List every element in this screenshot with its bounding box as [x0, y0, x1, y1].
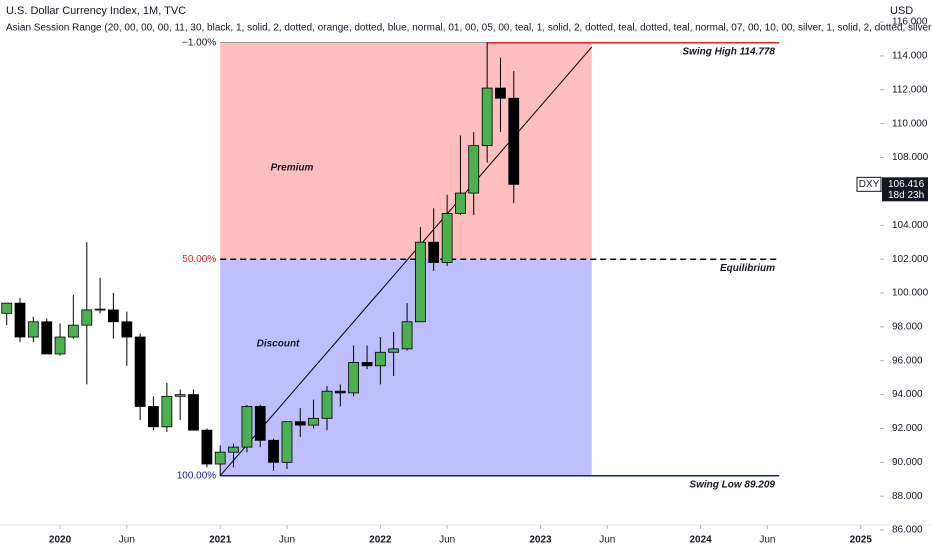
- candle-body: [188, 394, 199, 431]
- equilibrium-label: Equilibrium: [720, 263, 775, 274]
- premium-label: Premium: [271, 163, 314, 174]
- trendline: [219, 46, 593, 477]
- y-tick-label: 110.000: [892, 118, 928, 129]
- candle-body: [294, 421, 306, 426]
- candle-body: [508, 97, 520, 185]
- candle-body: [67, 324, 79, 338]
- pct-label: 100.00%: [177, 470, 217, 481]
- y-tick-label: 90.000: [892, 457, 923, 468]
- candle-body: [481, 87, 493, 147]
- y-tick-label: 100.000: [892, 288, 929, 299]
- y-tick-label: 92.000: [892, 423, 923, 434]
- symbol: DXY: [859, 179, 880, 190]
- candle-body: [321, 390, 333, 419]
- candle-body: [388, 348, 400, 353]
- candle-body: [201, 429, 213, 465]
- candle-body: [455, 192, 466, 214]
- candle-body: [308, 417, 319, 426]
- candle-body: [107, 309, 119, 323]
- x-tick-label: Jun: [279, 535, 295, 546]
- x-tick-label: 2023: [529, 535, 552, 546]
- candle-body: [334, 390, 346, 394]
- candle-body: [228, 446, 239, 453]
- x-tick-label: 2021: [209, 535, 232, 546]
- symbol-box: [856, 176, 882, 192]
- candle-body: [121, 321, 133, 338]
- price-label: 106.416: [888, 179, 925, 190]
- indicator-text: Asian Session Range (20, 00, 00, 00, 11,…: [6, 23, 932, 34]
- x-tick-label: Jun: [119, 535, 135, 546]
- candle-body: [148, 406, 159, 428]
- countdown: 18d 23h: [888, 190, 924, 201]
- candle-body: [281, 421, 293, 463]
- candle-body: [254, 406, 266, 441]
- candle-body: [14, 302, 26, 338]
- candle-body: [268, 439, 279, 463]
- candle-body: [495, 87, 506, 99]
- candle-body: [161, 395, 173, 428]
- candle-body: [441, 212, 453, 263]
- candle-body: [1, 302, 13, 314]
- y-tick-label: 112.000: [892, 84, 928, 95]
- discount-label: Discount: [257, 339, 300, 350]
- x-tick-label: Jun: [439, 535, 455, 546]
- candle-body: [174, 394, 186, 397]
- x-tick-label: 2022: [369, 535, 392, 546]
- y-tick-label: 102.000: [892, 254, 929, 265]
- candle-body: [361, 362, 373, 367]
- candle-body: [428, 241, 440, 263]
- chart-title: U.S. Dollar Currency Index, 1M, TVC: [6, 5, 186, 17]
- swing-high-label: Swing High 114.778: [682, 46, 775, 57]
- candle-body: [374, 351, 386, 367]
- candle-body: [241, 406, 253, 448]
- price-box: [882, 177, 928, 202]
- x-tick-label: Jun: [759, 535, 775, 546]
- candle-body: [414, 241, 426, 323]
- y-tick-label: 86.000: [892, 525, 923, 536]
- candle-body: [401, 321, 413, 350]
- x-tick-label: 2025: [850, 535, 873, 546]
- candle-body: [94, 308, 106, 311]
- x-tick-label: 2020: [49, 535, 72, 546]
- y-tick-label: 114.000: [892, 51, 928, 62]
- candle-body: [27, 321, 39, 338]
- candle-body: [348, 362, 360, 394]
- y-tick-label: 98.000: [892, 321, 923, 332]
- y-tick-label: 116.000: [892, 17, 928, 28]
- pct-label: −1.00%: [182, 37, 216, 48]
- candle-body: [468, 145, 480, 194]
- candle-body: [134, 336, 146, 407]
- y-tick-label: 108.000: [892, 152, 929, 163]
- candle-body: [54, 336, 66, 355]
- y-tick-label: 88.000: [892, 491, 923, 502]
- premium-zone: [220, 42, 592, 260]
- x-tick-label: 2024: [690, 535, 713, 546]
- candle-body: [214, 451, 226, 465]
- x-tick-label: Jun: [599, 535, 615, 546]
- candle-body: [81, 309, 93, 326]
- swing-low-label: Swing Low 89.209: [689, 479, 775, 490]
- currency: USD: [890, 5, 913, 17]
- candle-body: [41, 321, 53, 355]
- pct-label: 50.00%: [182, 254, 216, 265]
- y-tick-label: 96.000: [892, 355, 923, 366]
- y-tick-label: 104.000: [892, 220, 929, 231]
- y-tick-label: 94.000: [892, 389, 923, 400]
